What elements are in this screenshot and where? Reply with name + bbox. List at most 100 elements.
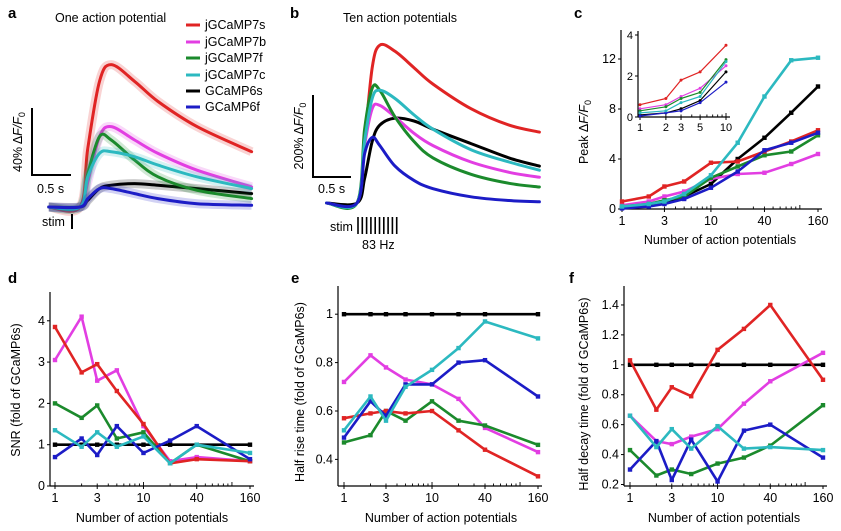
panel-d-point-GCaMP6s bbox=[95, 442, 100, 447]
panel-c-inset-y-tick-label: 2 bbox=[627, 71, 633, 83]
panel-d-x-tick-label: 3 bbox=[94, 491, 101, 505]
panel-c-point-jGCaMP7s bbox=[619, 199, 625, 204]
panel-f-point-GCaMP6f bbox=[715, 479, 720, 484]
panel-e-point-jGCaMP7s bbox=[482, 447, 488, 452]
panel-d-x-tick-label: 10 bbox=[137, 491, 151, 505]
panel-a-trace-jGCaMP7c bbox=[47, 149, 254, 211]
panel-c-inset-series-GCaMP6f bbox=[639, 81, 727, 117]
panel-f-point-jGCaMP7s bbox=[669, 385, 674, 390]
panel-f-xlabel: Number of action potentials bbox=[648, 511, 800, 525]
panel-d-x-tick-label: 40 bbox=[190, 491, 204, 505]
panel-d-point-jGCaMP7c bbox=[141, 434, 146, 439]
panel-c-x-tick-label: 1 bbox=[619, 214, 626, 228]
panel-c-point-jGCaMP7s bbox=[662, 184, 667, 189]
panel-b-scalebar-x-label: 0.5 s bbox=[318, 182, 345, 196]
panel-f-point-GCaMP6s bbox=[627, 362, 633, 368]
panel-e-point-jGCaMP7b bbox=[456, 396, 461, 402]
panel-c-inset-point-jGCaMP7f bbox=[698, 90, 702, 94]
panel-d-series-jGCaMP7f bbox=[54, 402, 251, 465]
legend-label-GCaMP6s: GCaMP6s bbox=[205, 84, 263, 98]
panel-c-inset-y-tick-label: 4 bbox=[627, 30, 633, 42]
panel-d-series-GCaMP6f bbox=[54, 424, 251, 461]
panel-c-inset-x-tick-label: 10 bbox=[720, 122, 732, 134]
panel-f-point-jGCaMP7c bbox=[820, 447, 826, 453]
panel-f-point-jGCaMP7s bbox=[627, 358, 633, 363]
panel-a-title: One action potential bbox=[55, 11, 166, 25]
panel-e-point-GCaMP6f bbox=[429, 382, 435, 387]
panel-f-point-jGCaMP7s bbox=[768, 302, 773, 308]
panel-f-y-tick-label: 0.2 bbox=[602, 478, 619, 492]
panel-c-inset-point-GCaMP6f bbox=[698, 101, 702, 105]
panel-f-point-jGCaMP7f bbox=[654, 473, 659, 478]
panel-f-x-tick-label: 160 bbox=[813, 491, 834, 505]
panel-e-point-jGCaMP7s bbox=[368, 411, 373, 416]
panel-a-scalebar-y-label: 40% ΔF/F0 bbox=[11, 112, 27, 172]
panel-f-point-jGCaMP7b bbox=[689, 434, 694, 439]
panel-e-point-GCaMP6f bbox=[403, 382, 408, 387]
panel-d-series-jGCaMP7b bbox=[53, 315, 251, 463]
panel-b-scalebar-y-label: 200% ΔF/F0 bbox=[292, 103, 308, 170]
panel-c-inset-point-jGCaMP7b bbox=[638, 107, 642, 111]
panel-e-point-GCaMP6f bbox=[456, 360, 461, 365]
panel-e-point-jGCaMP7b bbox=[535, 449, 541, 455]
panel-f-point-GCaMP6s bbox=[669, 362, 674, 368]
panel-c-point-GCaMP6f bbox=[646, 204, 651, 209]
panel-f-point-GCaMP6s bbox=[654, 362, 659, 368]
panel-c-y-tick-label: 0 bbox=[609, 202, 616, 216]
panel-f-point-GCaMP6s bbox=[741, 362, 747, 368]
panel-d-point-jGCaMP7b bbox=[79, 314, 84, 319]
panel-label-b: b bbox=[290, 5, 299, 22]
panel-c-inset-point-jGCaMP7f bbox=[638, 109, 642, 113]
panel-c-inset-point-jGCaMP7f bbox=[679, 97, 683, 101]
legend-label-jGCaMP7c: jGCaMP7c bbox=[204, 68, 265, 82]
panel-c-point-jGCaMP7f bbox=[735, 164, 740, 169]
panel-c-inset-series-jGCaMP7c bbox=[639, 61, 727, 114]
panel-d-point-GCaMP6s bbox=[141, 442, 146, 447]
panel-f-point-GCaMP6s bbox=[768, 362, 773, 368]
panel-d-point-GCaMP6f bbox=[95, 452, 100, 458]
legend-label-jGCaMP7b: jGCaMP7b bbox=[204, 35, 266, 49]
panel-c-inset-point-jGCaMP7s bbox=[698, 70, 702, 74]
panel-c-point-jGCaMP7s bbox=[815, 128, 821, 133]
panel-f-point-GCaMP6f bbox=[741, 428, 747, 433]
panel-c-inset-y-tick-label: 0 bbox=[627, 112, 633, 124]
panel-b-stim-rate: 83 Hz bbox=[362, 238, 395, 252]
panel-f-point-jGCaMP7c bbox=[689, 446, 694, 451]
panel-f-point-GCaMP6f bbox=[654, 438, 659, 444]
panel-c-inset-point-jGCaMP7s bbox=[664, 97, 668, 101]
panel-d-point-GCaMP6f bbox=[141, 450, 146, 456]
panel-e-point-GCaMP6s bbox=[341, 311, 347, 317]
panel-c-point-jGCaMP7b bbox=[735, 171, 740, 177]
panel-e-x-tick-label: 1 bbox=[341, 491, 348, 505]
panel-f-x-tick-label: 10 bbox=[711, 491, 725, 505]
panel-c-point-GCaMP6s bbox=[815, 84, 821, 89]
panel-f-point-GCaMP6s bbox=[715, 362, 720, 368]
panel-c-inset-series-jGCaMP7f bbox=[639, 59, 727, 112]
panel-d-x-tick-label: 160 bbox=[240, 491, 261, 505]
panel-e-y-tick-label: 0.4 bbox=[316, 452, 333, 466]
panel-c-inset-point-jGCaMP7c bbox=[724, 60, 728, 64]
panel-c-point-jGCaMP7b bbox=[646, 199, 651, 204]
panel-f-series-jGCaMP7c bbox=[629, 414, 824, 452]
panel-e-series-jGCaMP7c bbox=[342, 320, 539, 432]
panel-e-ylabel: Half rise time (fold of GCaMP6s) bbox=[293, 302, 307, 482]
panel-e-x-tick-label: 3 bbox=[383, 491, 390, 505]
panel-d-point-jGCaMP7s bbox=[194, 456, 199, 462]
panel-c-point-GCaMP6f bbox=[662, 201, 667, 207]
panel-e-point-jGCaMP7c bbox=[535, 336, 541, 341]
panel-e-point-GCaMP6f bbox=[482, 357, 488, 363]
panel-d-point-jGCaMP7f bbox=[79, 415, 84, 421]
panel-d-point-jGCaMP7c bbox=[52, 428, 58, 433]
panel-f-point-GCaMP6s bbox=[820, 362, 826, 368]
panel-c-point-jGCaMP7c bbox=[662, 199, 667, 204]
panel-f-point-jGCaMP7b bbox=[768, 379, 773, 384]
panel-d-y-tick-label: 0 bbox=[38, 479, 45, 493]
panel-c-inset-point-jGCaMP7c bbox=[698, 95, 702, 98]
panel-c-inset-point-jGCaMP7b bbox=[664, 103, 668, 107]
panel-c-point-jGCaMP7c bbox=[815, 55, 821, 60]
panel-d-point-jGCaMP7s bbox=[141, 421, 146, 427]
panel-c-inset-point-jGCaMP7c bbox=[679, 101, 683, 105]
panel-c-point-jGCaMP7c bbox=[708, 173, 714, 178]
panel-f-point-GCaMP6f bbox=[627, 467, 633, 472]
panel-a-stim-label: stim bbox=[42, 215, 65, 229]
